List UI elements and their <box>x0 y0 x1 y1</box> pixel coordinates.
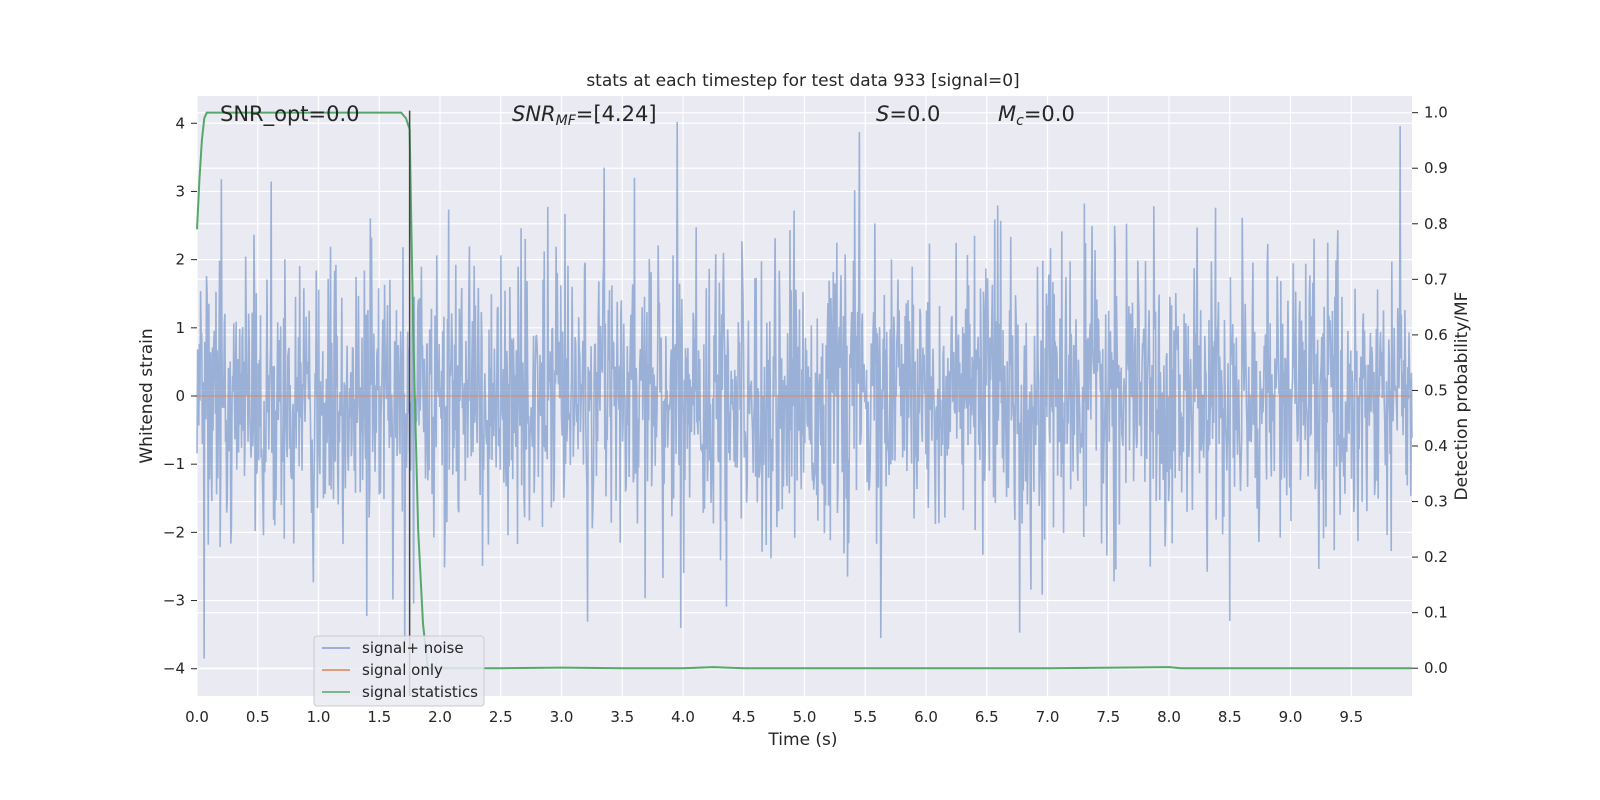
chart-title: stats at each timestep for test data 933… <box>586 71 1019 91</box>
x-tick-label: 9.0 <box>1279 708 1303 726</box>
x-tick-label: 8.0 <box>1157 708 1181 726</box>
x-tick-label: 1.5 <box>367 708 391 726</box>
y2-tick-label: 0.2 <box>1424 548 1448 566</box>
x-tick-label: 5.5 <box>853 708 877 726</box>
x-tick-label: 3.0 <box>550 708 574 726</box>
annotation-mc-symbol: M <box>998 102 1016 126</box>
y2-tick-label: 0.0 <box>1424 659 1448 677</box>
line-signal-noise <box>196 121 1413 659</box>
y2-tick-label: 0.6 <box>1424 326 1448 344</box>
y-tick-label: −1 <box>163 455 185 473</box>
y-ticks: 4 3 2 1 0 −1 −2 −3 −4 <box>163 114 197 678</box>
x-tick-label: 4.0 <box>671 708 695 726</box>
annotation-snr-mf: SNRMF=[4.24] <box>512 102 657 129</box>
y-tick-label: −2 <box>163 523 185 541</box>
x-tick-label: 3.5 <box>610 708 634 726</box>
line-signal-statistics <box>196 111 1412 670</box>
legend-label-signal-noise: signal+ noise <box>362 639 464 657</box>
legend-box <box>313 635 485 707</box>
x-tick-label: 1.0 <box>307 708 331 726</box>
annotation-snr-mf-symbol: SNR <box>512 102 556 126</box>
annotation-mc-value: =0.0 <box>1024 102 1075 126</box>
legend-label-signal-only: signal only <box>362 661 443 679</box>
x-tick-label: 2.5 <box>489 708 513 726</box>
annotation-snr-mf-subscript: MF <box>556 113 577 129</box>
x-tick-label: 6.5 <box>975 708 999 726</box>
annotation-s-symbol: S <box>876 102 889 126</box>
x-tick-label: 5.0 <box>793 708 817 726</box>
x-tick-label: 8.5 <box>1218 708 1242 726</box>
y-tick-label: 1 <box>175 319 185 337</box>
y2-tick-label: 0.9 <box>1424 159 1448 177</box>
y2-tick-label: 0.1 <box>1424 604 1448 622</box>
x-tick-label: 9.5 <box>1339 708 1363 726</box>
x-tick-label: 7.5 <box>1096 708 1120 726</box>
x-ticks: 0.0 0.5 1.0 1.5 2.0 2.5 3.0 3.5 4.0 4.5 5.0 5.5 6.0 6… <box>185 708 1363 726</box>
annotation-snr-opt: SNR_opt=0.0 <box>220 102 360 127</box>
y-tick-label: 4 <box>175 114 185 132</box>
y2-ticks: 1.0 0.9 0.8 0.7 0.6 0.5 0.4 0.3 0.2 0.1 0.0 <box>1412 104 1448 677</box>
annotation-s: S=0.0 <box>876 102 940 126</box>
x-tick-label: 6.0 <box>914 708 938 726</box>
y-tick-label: 2 <box>175 251 185 269</box>
series-signal-noise <box>196 121 1413 659</box>
annotation-mc: Mc=0.0 <box>998 102 1075 129</box>
annotation-s-value: =0.0 <box>889 102 940 126</box>
x-tick-label: 7.0 <box>1036 708 1060 726</box>
y2-axis-label: Detection probability/MF <box>1452 292 1472 501</box>
legend-label-signal-statistics: signal statistics <box>362 683 478 701</box>
y-tick-label: 0 <box>175 387 185 405</box>
y2-tick-label: 0.8 <box>1424 215 1448 233</box>
y-tick-label: −4 <box>163 660 185 678</box>
x-tick-label: 4.5 <box>732 708 756 726</box>
x-axis-label: Time (s) <box>767 730 837 750</box>
annotation-mc-subscript: c <box>1016 113 1024 129</box>
y2-tick-label: 0.7 <box>1424 270 1448 288</box>
x-tick-label: 2.0 <box>428 708 452 726</box>
y2-tick-label: 0.4 <box>1424 437 1448 455</box>
y-tick-label: 3 <box>175 182 185 200</box>
y2-tick-label: 1.0 <box>1424 104 1448 122</box>
y2-tick-label: 0.5 <box>1424 381 1448 399</box>
legend: signal+ noise signal only signal statist… <box>313 635 485 707</box>
y2-tick-label: 0.3 <box>1424 493 1448 511</box>
series-layer <box>196 111 1412 670</box>
y-axis-label: Whitened strain <box>137 328 157 463</box>
annotation-snr-mf-value: =[4.24] <box>576 102 657 126</box>
x-tick-label: 0.0 <box>185 708 209 726</box>
x-tick-label: 0.5 <box>246 708 270 726</box>
y-tick-label: −3 <box>163 592 185 610</box>
